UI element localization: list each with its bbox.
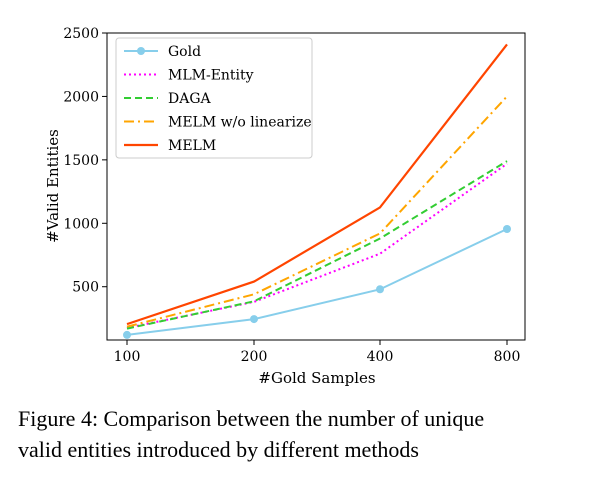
series-line-gold [126, 228, 508, 336]
legend-marker-gold [137, 47, 145, 55]
figure-caption: Figure 4: Comparison between the number … [18, 403, 588, 465]
y-tick-label: 1000 [63, 216, 99, 232]
legend-label-gold: Gold [168, 44, 201, 60]
plot-area: 100 200 400 800 500 1000 1500 2000 2500 [63, 26, 526, 365]
x-tick-label: 200 [241, 349, 268, 365]
caption-line-2: valid entities introduced by different m… [18, 437, 419, 462]
series-line-daga [126, 160, 508, 330]
y-tick-label: 2500 [63, 26, 99, 42]
data-point-gold [250, 315, 258, 324]
legend-label-mlm-entity: MLM-Entity [168, 68, 254, 84]
x-tick-label: 100 [114, 349, 141, 365]
x-tick-label: 800 [494, 349, 521, 365]
y-tick-label: 1500 [63, 153, 99, 169]
data-point-gold [123, 330, 131, 339]
x-tick-label: 400 [367, 349, 394, 365]
series-layer [123, 43, 511, 339]
series-line-melm-w-o-linearize [126, 95, 508, 328]
data-point-gold [503, 224, 511, 233]
legend-label-melm: MELM [168, 138, 216, 154]
plot-frame [106, 32, 526, 341]
legend-box [115, 37, 313, 159]
legend-label-melm-w-o-linearize: MELM w/o linearize [168, 115, 312, 131]
series-line-melm [126, 43, 508, 326]
y-axis-label: #Valid Entities [44, 129, 62, 243]
chart: 100 200 400 800 500 1000 1500 2000 2500 Gold MLM-… [44, 26, 526, 387]
legend: Gold MLM-Entity DAGA MELM w/o linearize MELM [115, 37, 313, 159]
y-tick-label: 2000 [63, 89, 99, 105]
y-tick-label: 500 [72, 280, 99, 296]
legend-label-daga: DAGA [168, 91, 212, 107]
caption-line-1: Figure 4: Comparison between the number … [18, 406, 485, 431]
data-point-gold [376, 285, 384, 294]
x-axis-label: #Gold Samples [258, 369, 375, 387]
